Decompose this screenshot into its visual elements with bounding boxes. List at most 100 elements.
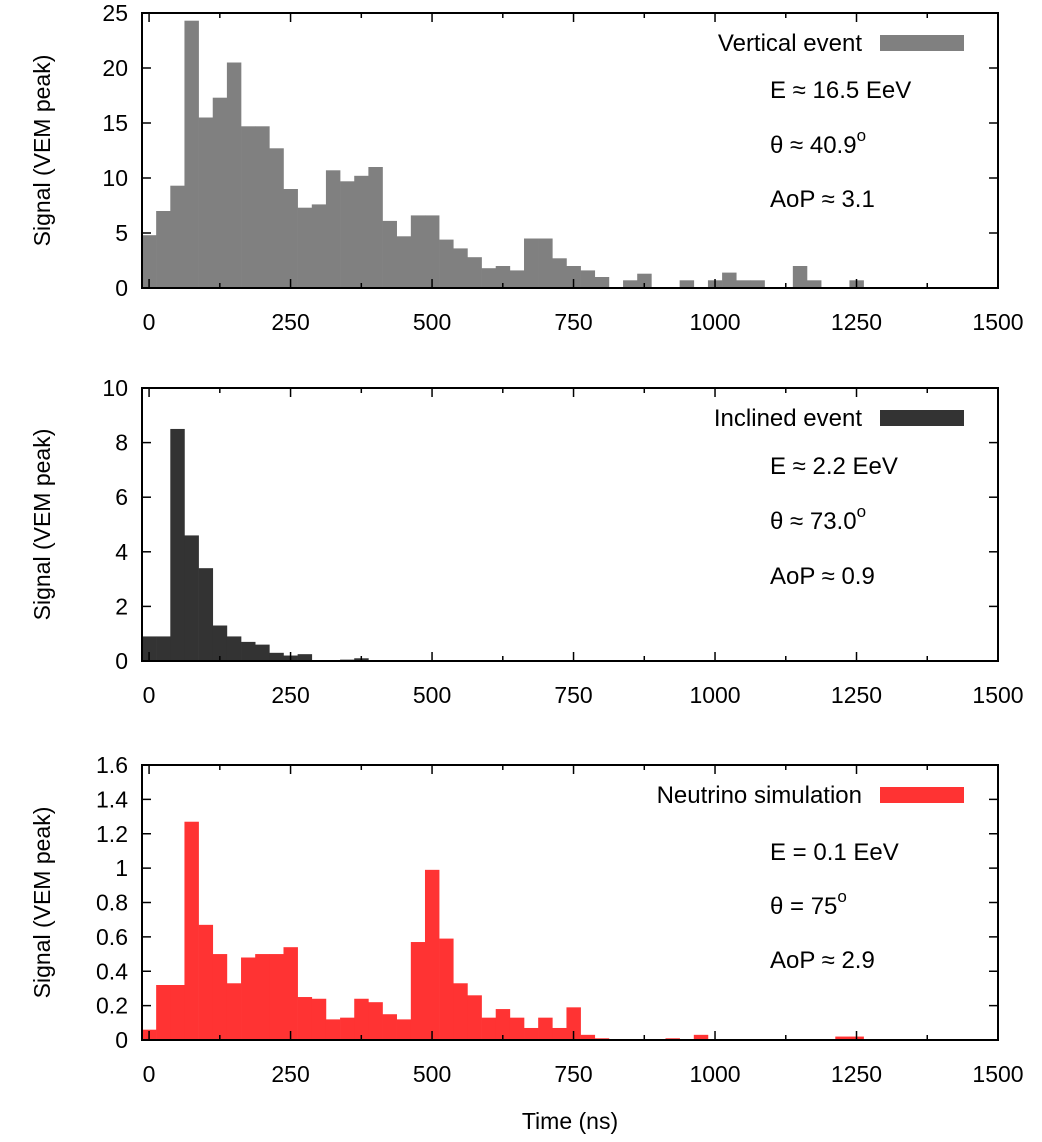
- plot-frame: [141, 387, 999, 662]
- histogram-bar: [156, 211, 171, 288]
- histogram-bar: [156, 636, 171, 661]
- histogram-bar: [255, 126, 270, 288]
- histogram-bar: [580, 270, 596, 288]
- x-tick-label: 0: [143, 309, 156, 335]
- annotation-value: E ≈ 2.2 EeV: [770, 453, 898, 480]
- histogram-bar: [806, 280, 822, 288]
- histogram-bar: [594, 277, 610, 288]
- histogram-bar: [311, 204, 327, 288]
- histogram-bar: [198, 117, 214, 288]
- histogram-bar: [212, 954, 228, 1040]
- legend-label: Vertical event: [718, 30, 862, 57]
- y-tick-label: 1: [115, 855, 128, 881]
- histogram-bar: [467, 995, 482, 1040]
- legend-label: Neutrino simulation: [657, 782, 862, 809]
- y-tick-label: 0: [115, 1027, 128, 1053]
- x-tick-label: 0: [143, 1061, 156, 1087]
- vertical-event-panel: 0 250 500 750 1000 1250 1500 0 5 10 15 20 25 Signal (…: [29, 0, 1024, 335]
- histogram-bar: [198, 924, 214, 1040]
- annotation-text: E ≈ 2.2 EeV: [770, 453, 898, 480]
- histogram-bar: [495, 266, 511, 288]
- histogram-bar: [142, 235, 157, 288]
- annotation-text: E = 0.1 EeV: [770, 839, 899, 866]
- histogram-bar: [269, 954, 284, 1040]
- histogram-bar: [255, 954, 270, 1040]
- histogram-bar: [453, 248, 468, 288]
- histogram-bar: [481, 1017, 497, 1040]
- y-tick-label: 0.8: [96, 890, 128, 916]
- degree-superscript: o: [837, 887, 846, 906]
- histogram-bar: [170, 185, 185, 288]
- legend-swatch: [880, 410, 964, 426]
- histogram-bar: [241, 126, 256, 288]
- histogram-bar: [792, 266, 808, 288]
- x-tick-label: 500: [413, 309, 451, 335]
- x-axis-label: Time (ns): [522, 1108, 618, 1134]
- histogram-bar: [693, 1034, 709, 1040]
- x-tick-label: 1250: [831, 682, 882, 708]
- histogram-bar: [679, 280, 695, 288]
- histogram-bar: [552, 258, 567, 288]
- histogram-bar: [410, 942, 426, 1040]
- histogram-bar: [212, 625, 228, 661]
- y-tick-label: 15: [102, 110, 128, 136]
- histogram-bar: [410, 215, 426, 288]
- histogram-bar: [481, 268, 497, 288]
- x-tick-label: 500: [413, 682, 451, 708]
- annotation-text: θ ≈ 40.9o: [770, 126, 866, 159]
- annotation-text: E ≈ 16.5 EeV: [770, 77, 911, 104]
- histogram-bar: [524, 238, 539, 288]
- histogram-bar: [623, 280, 638, 288]
- histogram-bar: [439, 239, 454, 288]
- annotation-value: AoP ≈ 2.9: [770, 947, 875, 974]
- y-tick-label: 5: [115, 220, 128, 246]
- y-tick-label: 0: [115, 275, 128, 301]
- x-tick-label: 1250: [831, 1061, 882, 1087]
- histogram-bar: [368, 167, 383, 288]
- y-axis-label: Signal (VEM peak): [29, 429, 55, 621]
- histogram-bar: [184, 20, 199, 288]
- histogram-bar: [255, 644, 270, 661]
- histogram-bars: [142, 428, 369, 661]
- annotation-value: E ≈ 16.5 EeV: [770, 77, 911, 104]
- histogram-bar: [467, 257, 482, 288]
- legend-swatch: [880, 787, 964, 803]
- y-tick-label: 1.2: [96, 821, 128, 847]
- y-axis-label: Signal (VEM peak): [29, 55, 55, 247]
- histogram-bar: [226, 636, 242, 661]
- histogram-bar: [722, 272, 737, 288]
- inclined-event-panel: 0 250 500 750 1000 1250 1500 0 2 4 6 8 10 Signal (VEM…: [29, 375, 1024, 708]
- y-tick-label: 1.6: [96, 752, 128, 778]
- y-tick-label: 0.2: [96, 993, 128, 1019]
- histogram-bar: [495, 1009, 511, 1040]
- y-tick-label: 0: [115, 648, 128, 674]
- annotation-value: θ ≈ 40.9: [770, 132, 857, 159]
- x-tick-label: 250: [271, 682, 309, 708]
- annotation-value: θ ≈ 73.0: [770, 508, 857, 535]
- y-tick-label: 0.4: [96, 958, 128, 984]
- y-tick-label: 4: [115, 539, 128, 565]
- histogram-bar: [226, 62, 242, 288]
- histogram-bar: [325, 170, 341, 288]
- y-tick-label: 10: [102, 165, 128, 191]
- x-tick-label: 750: [554, 1061, 592, 1087]
- histogram-bar: [241, 957, 256, 1040]
- y-tick-label: 6: [115, 484, 128, 510]
- histogram-bar: [241, 641, 256, 661]
- annotation-value: AoP ≈ 3.1: [770, 186, 875, 213]
- x-tick-label: 1500: [972, 682, 1023, 708]
- histogram-bar: [297, 997, 313, 1040]
- histogram-bar: [226, 983, 242, 1040]
- x-tick-label: 1000: [689, 682, 740, 708]
- histogram-bar: [835, 1036, 850, 1040]
- x-tick-label: 250: [271, 309, 309, 335]
- histogram-bar: [283, 189, 298, 288]
- histogram-bar: [736, 280, 751, 288]
- histogram-bars: [142, 821, 864, 1041]
- annotation-value: θ = 75: [770, 893, 837, 920]
- x-tick-label: 1250: [831, 309, 882, 335]
- plot-frame: [141, 12, 999, 289]
- histogram-bar: [297, 207, 313, 288]
- histogram-bar: [509, 270, 525, 288]
